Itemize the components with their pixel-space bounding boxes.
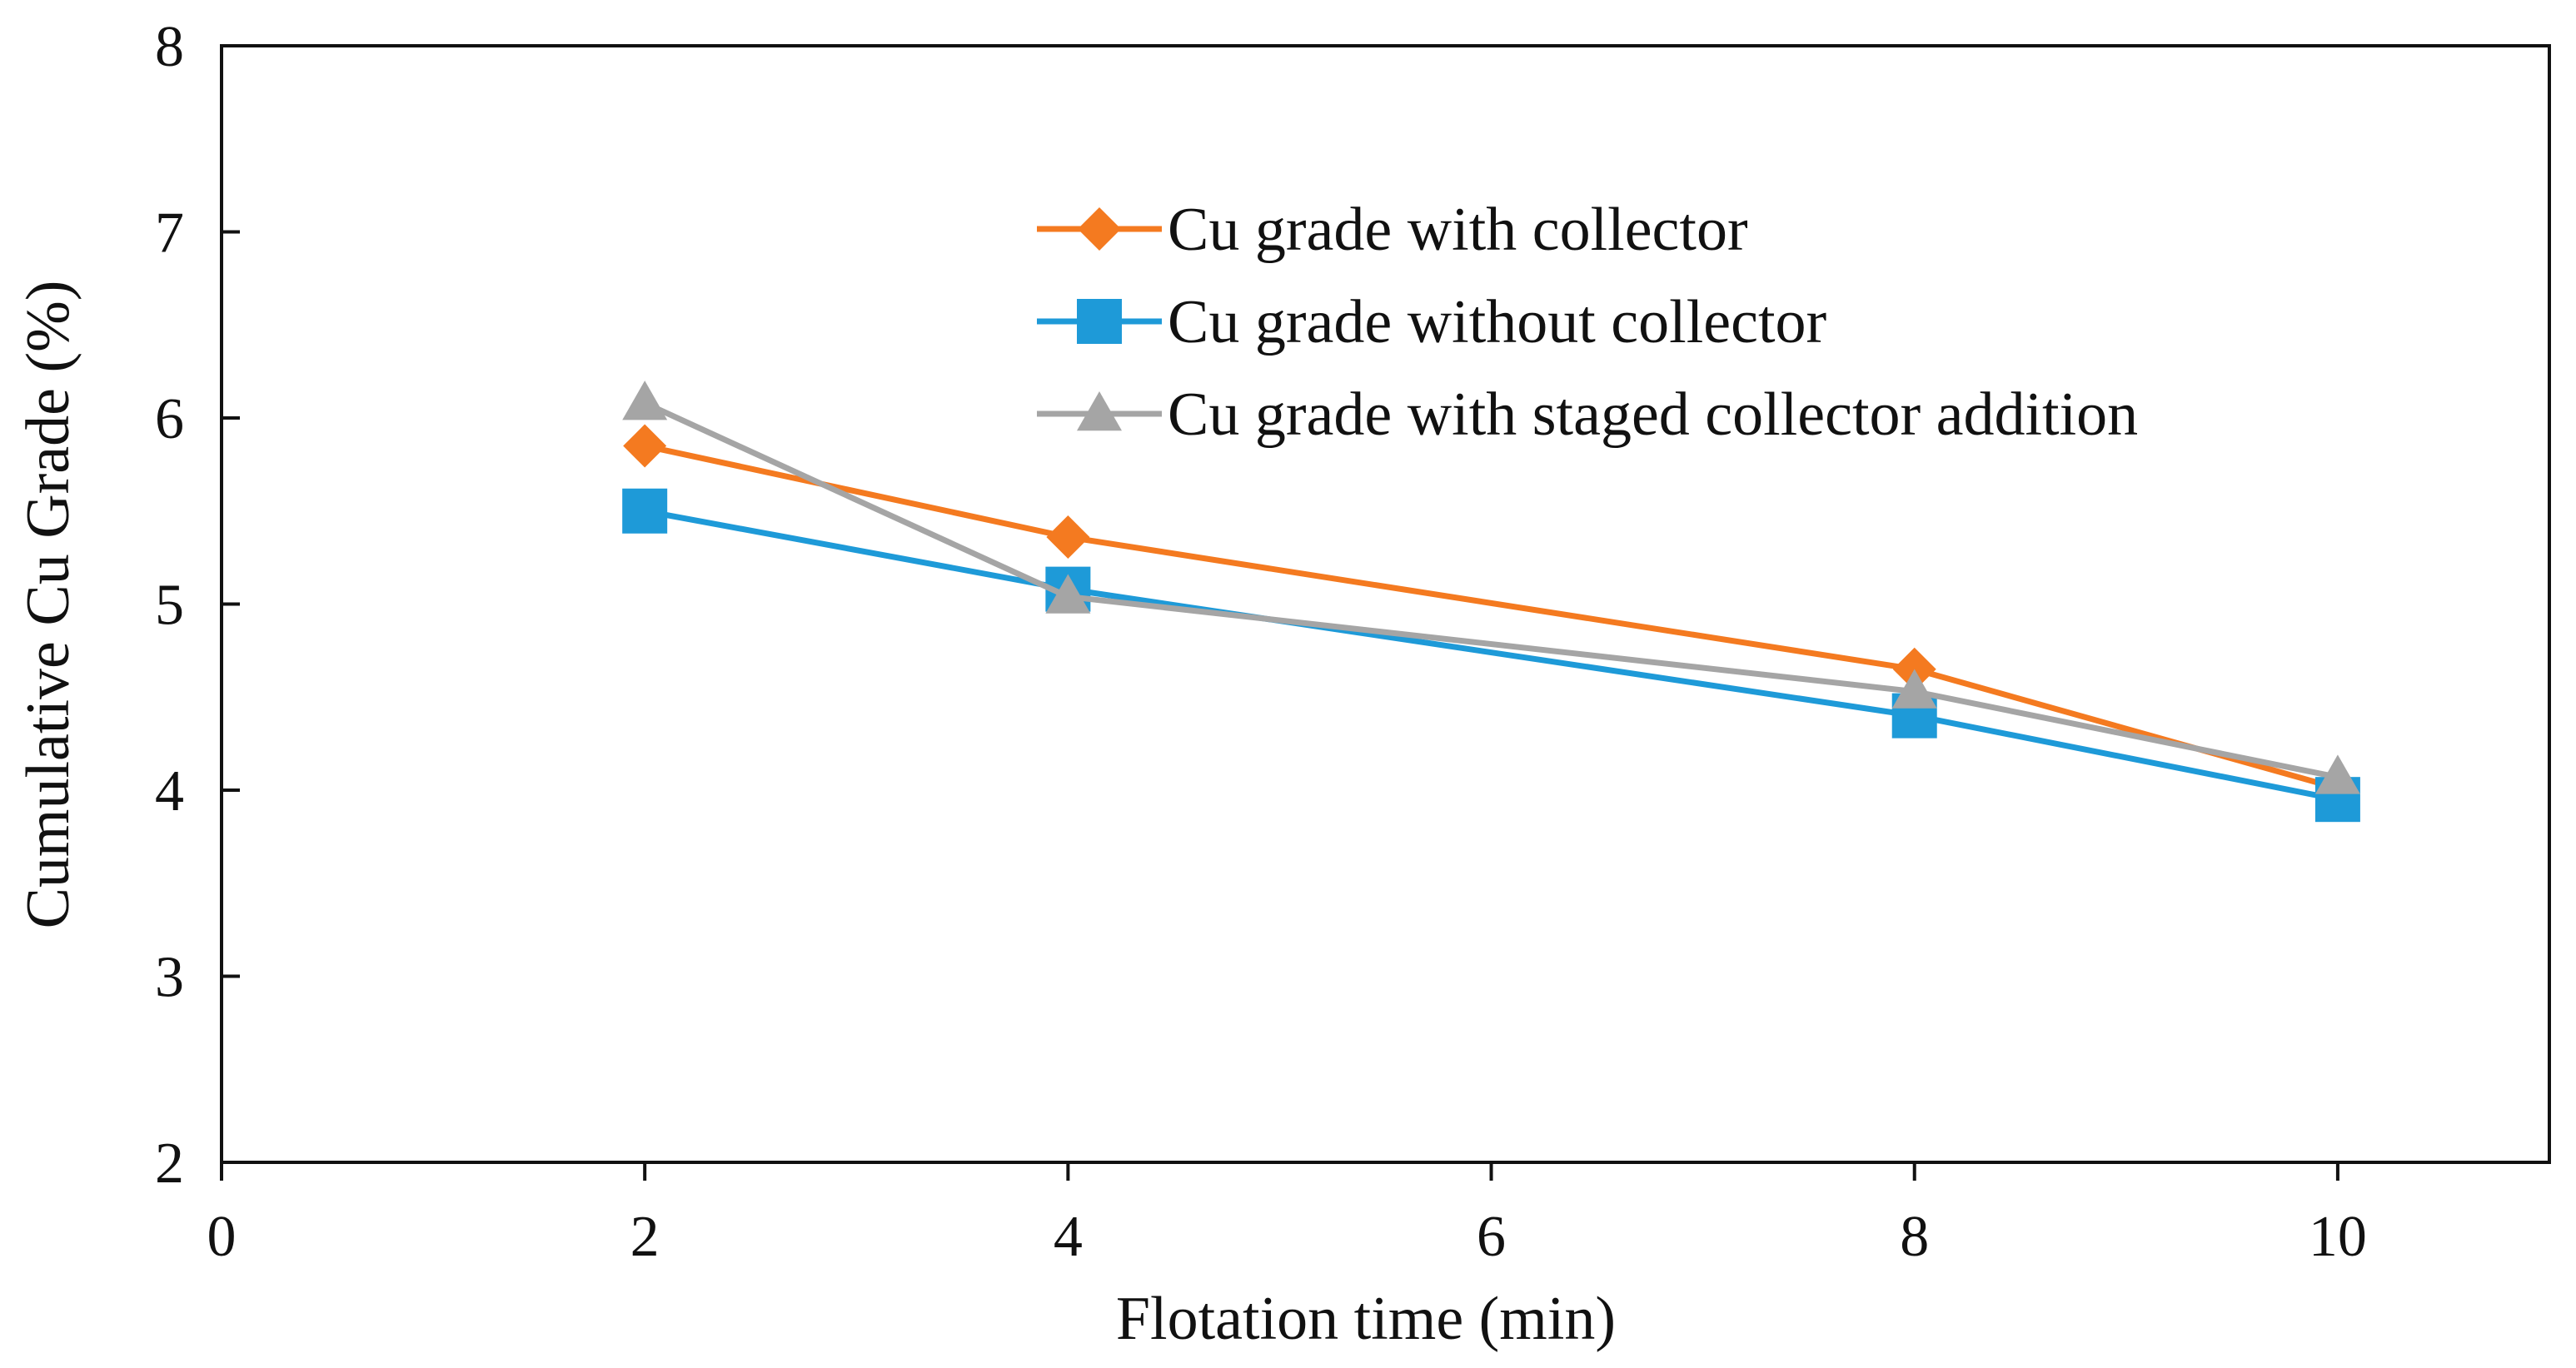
series-2-line: [644, 508, 2339, 803]
legend-item: Cu grade without collector: [1037, 288, 1826, 356]
legend-item: Cu grade with staged collector addition: [1037, 381, 2138, 449]
series-3-line: [643, 400, 2339, 780]
legend: Cu grade with collector Cu grade without …: [1037, 196, 2138, 449]
x-tick-label: 6: [1477, 1205, 1506, 1269]
series-layer: [622, 381, 2360, 823]
y-tick-label: 8: [155, 15, 184, 79]
legend-marker: [1078, 207, 1121, 251]
legend-label: Cu grade with collector: [1168, 196, 1748, 264]
x-axis-title: Flotation time (min): [1116, 1285, 1616, 1353]
x-tick-label: 0: [207, 1205, 237, 1269]
series-3-point: [1891, 669, 1937, 709]
series-2-point: [622, 488, 668, 534]
y-tick-label: 4: [155, 759, 184, 823]
legend-marker: [1077, 391, 1122, 431]
y-axis: 2 3 4 5 6 7 8: [155, 15, 240, 1196]
x-tick-label: 8: [1900, 1205, 1929, 1269]
legend-item: Cu grade with collector: [1037, 196, 1748, 264]
legend-marker: [1077, 299, 1122, 344]
y-tick-label: 2: [155, 1132, 184, 1196]
legend-label: Cu grade without collector: [1168, 288, 1826, 356]
x-tick-label: 4: [1054, 1205, 1083, 1269]
x-tick-label: 2: [630, 1205, 660, 1269]
series-1-line: [644, 443, 2339, 792]
x-axis: 0 2 4 6 8 10: [207, 1162, 2367, 1269]
series-2: [622, 488, 2360, 823]
x-tick-label: 10: [2309, 1205, 2367, 1269]
y-tick-label: 5: [155, 574, 184, 638]
y-axis-title: Cumulative Cu Grade (%): [14, 281, 82, 929]
series-1-point: [623, 424, 667, 468]
legend-label: Cu grade with staged collector addition: [1168, 381, 2138, 449]
y-tick-label: 3: [155, 946, 184, 1010]
series-3-point: [1045, 574, 1091, 614]
series-1-point: [1046, 515, 1090, 560]
series-3-point: [2314, 754, 2360, 794]
y-tick-label: 6: [155, 387, 184, 451]
series-3-point: [622, 381, 668, 420]
y-tick-label: 7: [155, 201, 184, 266]
series-3: [622, 381, 2360, 794]
